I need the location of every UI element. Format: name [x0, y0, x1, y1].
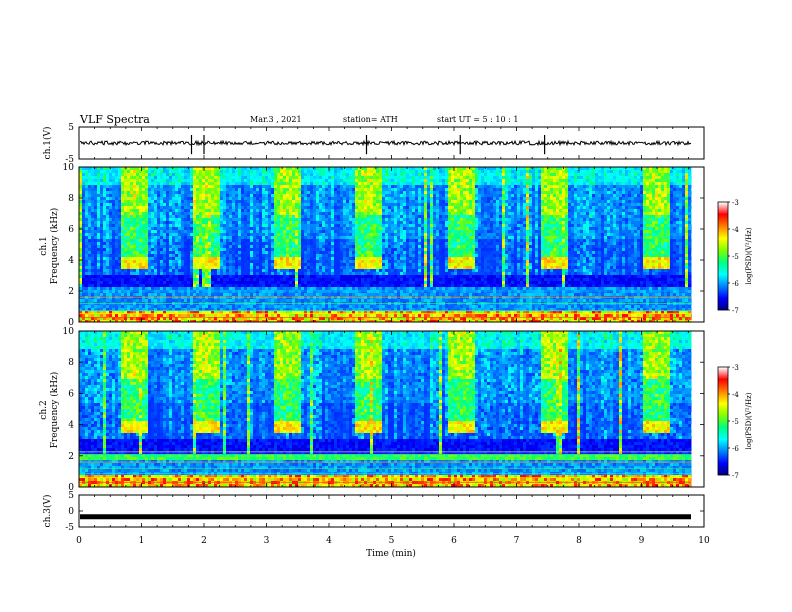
y-tick-label: 0: [68, 483, 74, 493]
colorbar-label: log(PSD)(V²/Hz): [745, 227, 753, 284]
no-data-strip: [691, 331, 704, 487]
y-tick-label: 8: [68, 358, 74, 368]
y-tick-label: 8: [68, 194, 74, 204]
ch2-spectrogram-panel: 0 2 4 6 8 10: [63, 327, 705, 493]
ch1-voltage-panel: 5 -5: [65, 123, 705, 165]
ch1-colorbar: -3 -4 -5 -6 -7 log(PSD)(V²/Hz): [717, 199, 753, 315]
x-tick-label: 2: [201, 536, 207, 546]
ch1-spectrogram-ylabel-frequency: Frequency (kHz): [49, 208, 60, 285]
voltage-trace: [79, 139, 692, 147]
no-data-strip: [691, 167, 704, 322]
x-tick-label: 1: [139, 536, 145, 546]
colorbar-tick-label: -4: [732, 391, 739, 399]
colorbar-tick-label: -7: [732, 472, 739, 480]
colorbar-tick-label: -5: [732, 253, 739, 261]
ch1-spectrogram-ylabel-channel: ch.1: [39, 236, 49, 255]
x-tick-label: 7: [514, 536, 520, 546]
x-tick-label: 5: [389, 536, 395, 546]
ch1-voltage-ylabel: ch.1(V): [42, 127, 53, 160]
ch2-colorbar: -3 -4 -5 -6 -7 log(PSD)(V²/Hz): [717, 364, 753, 480]
y-tick-label: -5: [65, 155, 74, 165]
x-tick-label: 3: [264, 536, 270, 546]
colorbar-tick-label: -4: [732, 226, 739, 234]
time-xlabel: Time (min): [366, 548, 416, 559]
ch2-spectrogram-ylabel-frequency: Frequency (kHz): [49, 372, 60, 449]
x-tick-label: 10: [698, 536, 710, 546]
y-tick-label: -5: [65, 523, 74, 533]
y-tick-label: 4: [68, 256, 74, 266]
figure-title: VLF Spectra: [79, 113, 150, 126]
y-tick-label: 0: [68, 507, 74, 517]
y-tick-label: 0: [68, 318, 74, 328]
colorbar-tick-label: -6: [732, 445, 739, 453]
x-tick-label: 6: [451, 536, 457, 546]
colorbar-tick-label: -3: [732, 199, 739, 207]
y-tick-label: 5: [68, 491, 74, 501]
ch3-voltage-ylabel: ch.3(V): [42, 495, 53, 528]
ch2-spectrogram-ylabel-channel: ch.2: [39, 400, 49, 419]
y-tick-label: 2: [68, 287, 74, 297]
y-tick-label: 10: [63, 163, 75, 173]
y-tick-label: 10: [63, 327, 75, 337]
ch3-voltage-panel: 50-50 1 2 3 4 5 6 7 8 9 10: [65, 491, 710, 546]
x-tick-label: 4: [326, 536, 332, 546]
figure-station: station= ATH: [343, 115, 398, 124]
figure-date: Mar.3 , 2021: [250, 115, 302, 124]
x-tick-label: 8: [576, 536, 582, 546]
x-tick-label: 9: [639, 536, 645, 546]
colorbar-tick-label: -3: [732, 364, 739, 372]
y-tick-label: 6: [68, 389, 74, 399]
y-tick-label: 2: [68, 452, 74, 462]
x-tick-label: 0: [76, 536, 82, 546]
y-tick-label: 5: [68, 123, 74, 133]
y-tick-label: 6: [68, 225, 74, 235]
colorbar-label: log(PSD)(V²/Hz): [745, 392, 753, 449]
colorbar-tick-label: -5: [732, 418, 739, 426]
spectrogram-image: [79, 167, 692, 322]
colorbar-tick-label: -7: [732, 307, 739, 315]
figure-start-time: start UT = 5 : 10 : 1: [437, 115, 518, 124]
ch1-spectrogram-panel: 0 2 4 6 8 10: [63, 163, 705, 328]
y-tick-label: 4: [68, 421, 74, 431]
panel-frame: [78, 494, 705, 528]
colorbar-tick-label: -6: [732, 280, 739, 288]
spectrogram-image: [79, 331, 692, 487]
